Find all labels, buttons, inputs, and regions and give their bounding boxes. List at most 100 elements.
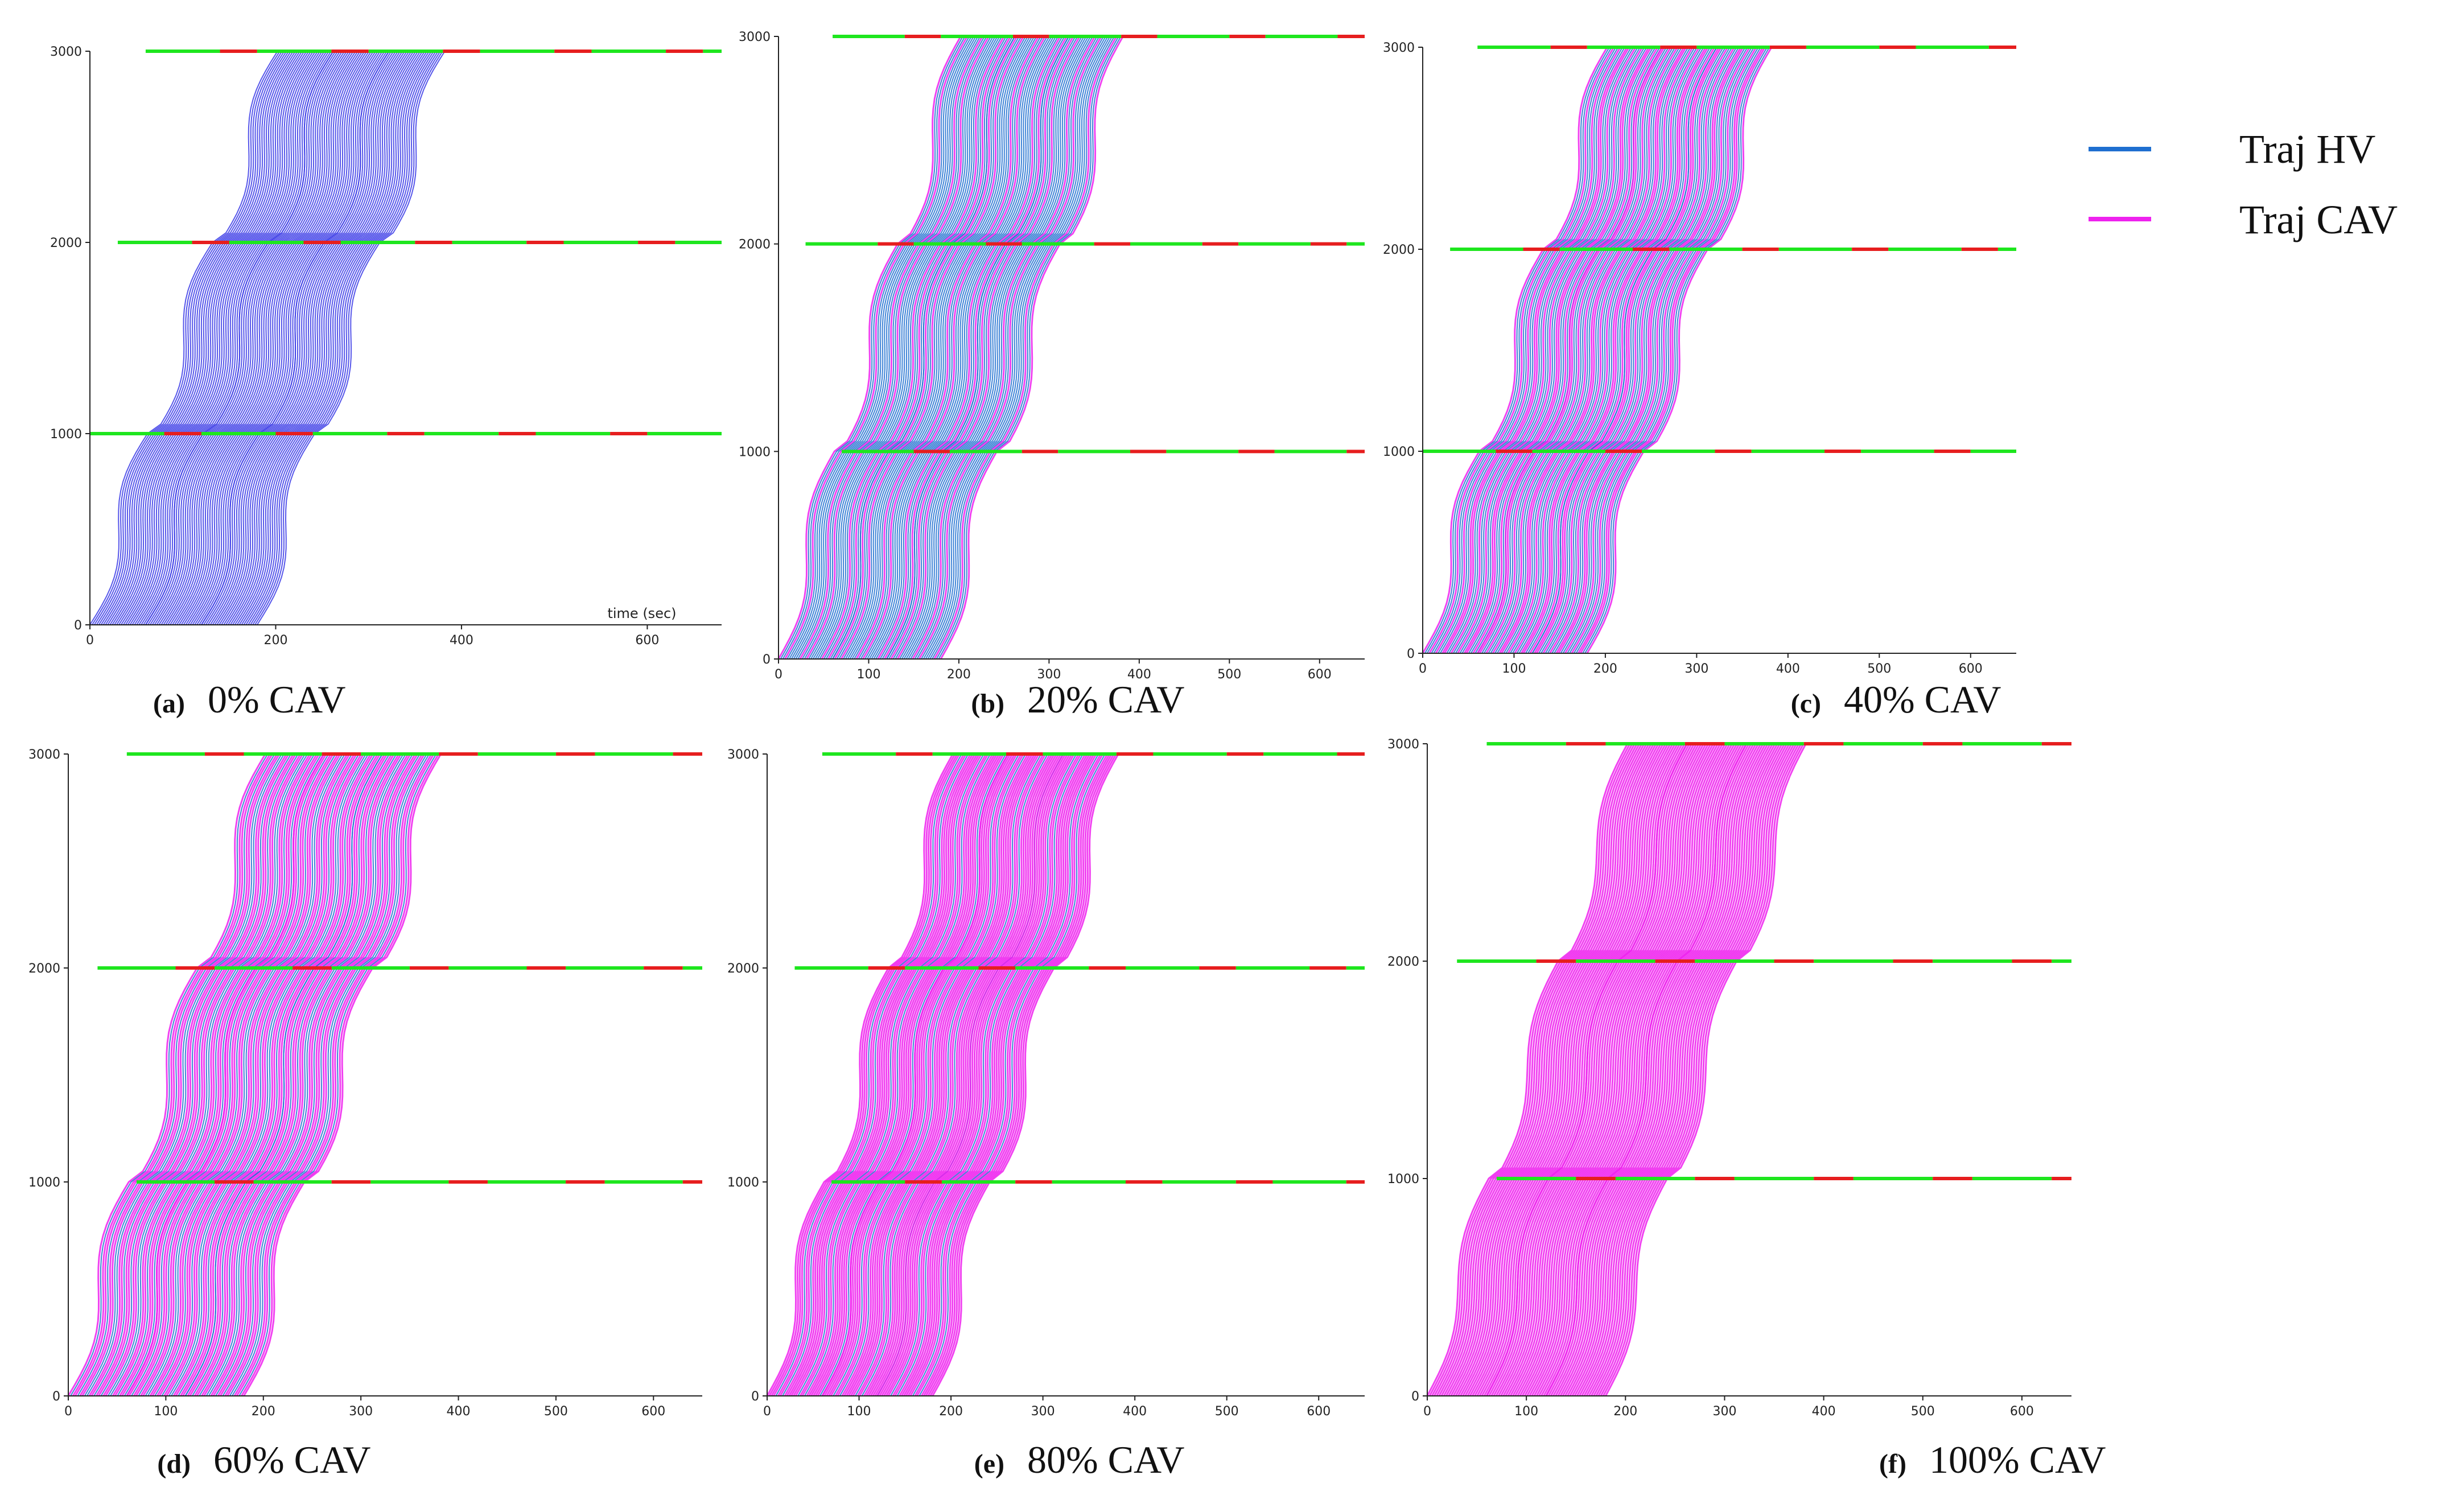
cav-trajectory: [1457, 743, 1659, 1396]
cav-trajectory: [843, 753, 1031, 1396]
cav-trajectory: [841, 753, 1029, 1396]
hv-trajectory: [1541, 47, 1726, 654]
x-axis-label: time (sec): [607, 605, 676, 621]
hv-trajectory: [167, 51, 356, 625]
hv-trajectory: [232, 51, 421, 625]
cav-trajectory: [1597, 743, 1800, 1396]
hv-trajectory: [1573, 47, 1759, 654]
cav-trajectory: [1476, 743, 1678, 1396]
cav-trajectory: [212, 753, 411, 1396]
caption-text: 20% CAV: [1027, 678, 1184, 721]
cav-trajectory: [1536, 47, 1722, 654]
cav-trajectory: [1512, 743, 1714, 1396]
hv-trajectory: [833, 753, 1020, 1396]
hv-trajectory: [1505, 47, 1691, 654]
hv-trajectory: [209, 51, 399, 625]
y-tick-label: 2000: [28, 962, 60, 976]
hv-trajectory: [810, 36, 994, 660]
y-tick-label: 3000: [28, 748, 60, 762]
x-tick-label: 0: [1419, 662, 1427, 676]
cav-trajectory: [175, 753, 374, 1396]
cav-trajectory: [894, 753, 1082, 1396]
cav-trajectory: [1498, 47, 1685, 654]
hv-trajectory: [1562, 47, 1748, 654]
cav-trajectory: [1465, 47, 1652, 654]
cav-trajectory: [1578, 47, 1764, 654]
hv-trajectory: [919, 753, 1106, 1396]
hv-trajectory: [219, 51, 407, 625]
cav-trajectory: [1514, 743, 1716, 1396]
hv-trajectory: [1551, 47, 1737, 654]
cav-trajectory: [790, 753, 978, 1396]
hv-trajectory: [108, 753, 306, 1396]
hv-trajectory: [229, 753, 427, 1396]
cav-trajectory: [1549, 47, 1735, 654]
cav-trajectory: [896, 36, 1081, 660]
hv-trajectory: [908, 36, 1092, 660]
hv-trajectory: [899, 36, 1082, 660]
cav-trajectory: [1581, 743, 1783, 1396]
hv-trajectory: [207, 51, 397, 625]
cav-trajectory: [777, 753, 965, 1396]
hv-trajectory: [225, 51, 414, 625]
cav-trajectory: [771, 753, 958, 1396]
cav-trajectory: [852, 753, 1040, 1396]
hv-trajectory: [216, 51, 405, 625]
hv-trajectory: [112, 51, 300, 625]
hv-trajectory: [1431, 47, 1617, 654]
hv-trajectory: [116, 51, 305, 625]
hv-trajectory: [105, 51, 294, 625]
cav-trajectory: [922, 753, 1110, 1396]
tick-labels: 0 100 200 300 400 500 600 0 1000 2000 3000: [727, 748, 1331, 1419]
hv-trajectory: [214, 51, 403, 625]
cav-trajectory: [1490, 743, 1692, 1396]
cav-trajectory: [1435, 47, 1621, 654]
cav-trajectory: [1583, 743, 1786, 1396]
cav-trajectory: [799, 36, 983, 660]
cav-trajectory: [81, 753, 281, 1396]
hv-trajectory: [1488, 47, 1674, 654]
hv-trajectory: [138, 51, 327, 625]
cav-trajectory: [72, 753, 271, 1396]
cav-trajectory: [1535, 743, 1738, 1396]
hv-trajectory: [248, 51, 436, 625]
cav-trajectory: [1557, 743, 1760, 1396]
hv-trajectory: [185, 51, 374, 625]
hv-trajectory: [782, 753, 969, 1396]
cav-trajectory: [793, 753, 981, 1396]
caption-letter: (d): [157, 1449, 191, 1479]
hv-trajectory: [151, 51, 341, 625]
cav-trajectory: [927, 753, 1115, 1396]
hv-trajectory: [1455, 47, 1641, 654]
y-tick-label: 0: [74, 619, 82, 633]
y-tick-label: 3000: [1383, 41, 1415, 55]
x-tick-label: 400: [447, 1404, 471, 1419]
panel-f: 0 100 200 300 400 500 600 0 1000 2000 3000 (f) 100% …: [1387, 738, 2106, 1481]
hv-trajectory: [795, 36, 979, 660]
cav-trajectory: [220, 753, 418, 1396]
cav-trajectory: [773, 753, 961, 1396]
cav-trajectory: [766, 753, 954, 1396]
x-tick-label: 300: [1031, 1404, 1055, 1419]
cav-trajectory: [784, 36, 968, 660]
cav-trajectory: [916, 753, 1104, 1396]
cav-trajectory: [885, 753, 1073, 1396]
cav-trajectory: [903, 753, 1091, 1396]
cav-trajectory: [887, 753, 1075, 1396]
cav-trajectory: [866, 753, 1053, 1396]
cav-trajectory: [135, 753, 334, 1396]
x-tick-label: 600: [1308, 668, 1332, 682]
panel-d: 0 100 200 300 400 500 600 0 1000 2000 3000 (d) 60% C…: [28, 748, 702, 1481]
cav-trajectory: [121, 753, 320, 1396]
hv-trajectory: [1547, 47, 1733, 654]
cav-trajectory: [784, 753, 971, 1396]
hv-trajectory: [867, 36, 1050, 660]
cav-trajectory: [1571, 743, 1774, 1396]
hv-trajectory: [1503, 47, 1689, 654]
hv-trajectory: [819, 36, 1003, 660]
y-tick-label: 0: [52, 1390, 60, 1404]
cav-trajectory: [1531, 743, 1733, 1396]
hv-trajectory: [845, 36, 1028, 660]
